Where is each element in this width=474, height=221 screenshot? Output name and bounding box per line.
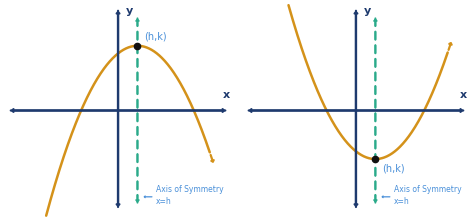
Text: (h,k): (h,k) — [144, 31, 166, 42]
Text: Axis of Symmetry
x=h: Axis of Symmetry x=h — [394, 185, 461, 206]
Text: (h,k): (h,k) — [382, 163, 404, 173]
Text: y: y — [126, 6, 133, 16]
Text: x: x — [460, 90, 467, 100]
Text: y: y — [364, 6, 371, 16]
Text: x: x — [222, 90, 229, 100]
Text: Axis of Symmetry
x=h: Axis of Symmetry x=h — [156, 185, 223, 206]
